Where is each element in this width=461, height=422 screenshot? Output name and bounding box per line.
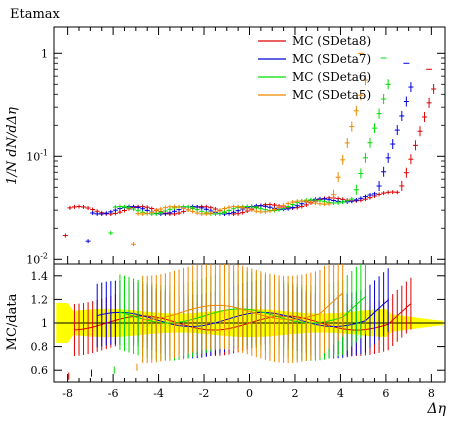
main-y-axis-label: 1/N dN/dΔη bbox=[5, 107, 20, 185]
main-panel-marks bbox=[62, 52, 437, 247]
main-panel-frame bbox=[53, 26, 446, 265]
x-axis-label: Δη bbox=[427, 401, 447, 417]
legend-entry: MC (SDeta8) bbox=[292, 34, 371, 48]
ratio-y-ticks: 0.6 0.8 1 1.2 1.4 bbox=[31, 270, 445, 377]
x-tick-label: 0 bbox=[246, 387, 253, 400]
series-4 bbox=[131, 52, 368, 247]
ratio-y-tick-label: 1.2 bbox=[31, 293, 49, 306]
x-axis-ticks: -8 -6 -4 -2 0 2 4 6 8 bbox=[62, 27, 435, 400]
x-tick-label: 4 bbox=[337, 387, 344, 400]
x-tick-label: 6 bbox=[382, 387, 389, 400]
y-tick-label: 10-2 bbox=[26, 251, 48, 266]
series-1 bbox=[62, 68, 437, 238]
legend-entry: MC (SDeta6) bbox=[292, 70, 371, 84]
ratio-y-tick-label: 1 bbox=[41, 317, 48, 330]
y-tick-label: 1 bbox=[41, 47, 48, 60]
legend-entry: MC (SDeta5) bbox=[292, 88, 371, 102]
ratio-panel-marks bbox=[54, 264, 445, 380]
main-panel: 10-2 10-1 1 1/N dN/dΔη bbox=[5, 26, 446, 266]
legend-entry: MC (SDeta7) bbox=[292, 52, 371, 66]
x-tick-label: 2 bbox=[291, 387, 298, 400]
ratio-y-tick-label: 0.8 bbox=[31, 341, 49, 354]
legend: MC (SDeta8) MC (SDeta7) MC (SDeta6) MC (SDe… bbox=[258, 34, 371, 102]
x-tick-label: -8 bbox=[62, 387, 73, 400]
x-tick-label: -6 bbox=[108, 387, 119, 400]
ratio-y-tick-label: 0.6 bbox=[31, 364, 49, 377]
ratio-panel: 0.6 0.8 1 1.2 1.4 MC/data bbox=[5, 263, 446, 383]
x-tick-label: 8 bbox=[428, 387, 435, 400]
main-y-ticks: 10-2 10-1 1 bbox=[26, 47, 445, 266]
y-tick-label: 10-1 bbox=[26, 148, 48, 163]
ratio-y-tick-label: 1.4 bbox=[31, 270, 49, 283]
ratio-y-axis-label: MC/data bbox=[5, 293, 20, 350]
chart-title: Etamax bbox=[10, 7, 61, 22]
x-tick-label: -4 bbox=[153, 387, 164, 400]
x-tick-label: -2 bbox=[199, 387, 210, 400]
ratio-series-4 bbox=[136, 264, 344, 371]
ratio-curve bbox=[142, 292, 344, 320]
